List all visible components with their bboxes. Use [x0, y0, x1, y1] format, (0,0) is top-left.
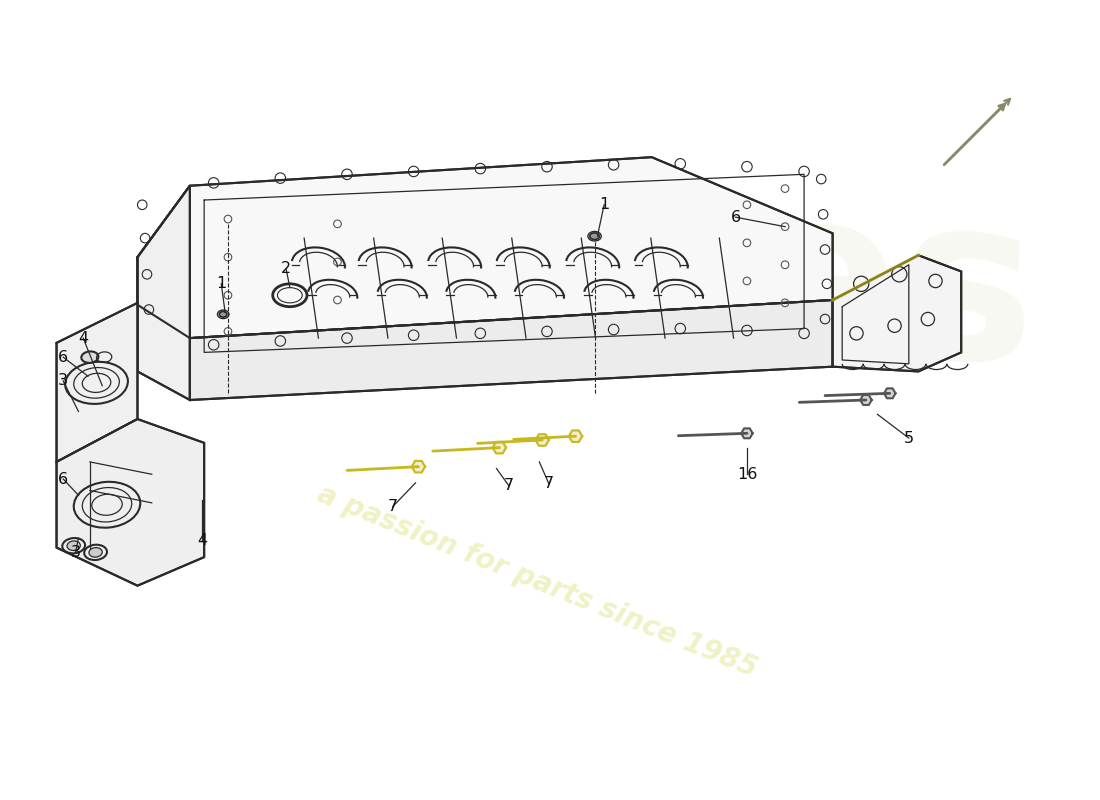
Text: 6: 6: [58, 350, 68, 365]
Ellipse shape: [590, 233, 600, 239]
Ellipse shape: [81, 351, 98, 363]
Text: 3: 3: [70, 545, 80, 560]
Polygon shape: [138, 186, 190, 400]
Polygon shape: [56, 419, 205, 586]
Text: 5: 5: [904, 430, 914, 446]
Polygon shape: [56, 303, 138, 462]
Polygon shape: [741, 428, 752, 438]
Text: 7: 7: [387, 499, 398, 514]
Text: 1: 1: [600, 198, 609, 212]
Polygon shape: [536, 434, 549, 446]
Text: a passion for parts since 1985: a passion for parts since 1985: [314, 479, 761, 682]
Ellipse shape: [219, 311, 227, 317]
Text: 16: 16: [737, 466, 757, 482]
Polygon shape: [190, 300, 833, 400]
Text: 2: 2: [280, 261, 292, 276]
Ellipse shape: [89, 547, 102, 557]
Text: 4: 4: [78, 330, 88, 346]
Polygon shape: [411, 461, 425, 473]
Text: 7: 7: [504, 478, 514, 494]
Polygon shape: [569, 430, 582, 442]
Text: 4: 4: [197, 534, 207, 549]
Polygon shape: [860, 395, 871, 405]
Text: 6: 6: [58, 471, 68, 486]
Polygon shape: [833, 255, 961, 371]
Ellipse shape: [67, 541, 80, 550]
Text: eres: eres: [471, 160, 1042, 411]
Text: 3: 3: [58, 374, 68, 389]
Polygon shape: [493, 442, 506, 454]
Text: 6: 6: [730, 210, 740, 225]
Polygon shape: [884, 388, 895, 398]
Polygon shape: [138, 157, 833, 338]
Text: 7: 7: [543, 476, 554, 491]
Text: 1: 1: [217, 276, 227, 291]
